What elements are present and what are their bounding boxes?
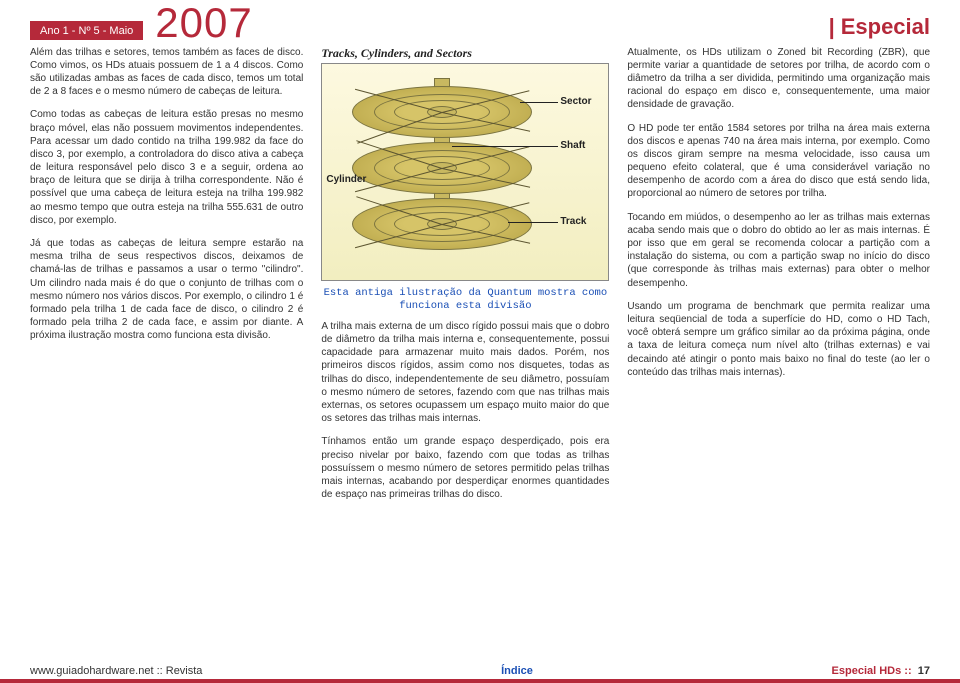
issue-tab: Ano 1 - Nº 5 - Maio bbox=[30, 21, 143, 40]
footer-indice-link[interactable]: Índice bbox=[202, 665, 831, 677]
year-label: 2007 bbox=[155, 6, 252, 40]
figure-caption: Esta antiga ilustração da Quantum mostra… bbox=[321, 287, 609, 314]
column-right: Atualmente, os HDs utilizam o Zoned bit … bbox=[627, 46, 930, 512]
footer-site: www.guiadohardware.net :: Revista bbox=[30, 665, 202, 677]
section-title: |Especial bbox=[829, 14, 930, 40]
page-header: Ano 1 - Nº 5 - Maio 2007 |Especial bbox=[0, 0, 960, 42]
column-left: Além das trilhas e setores, temos também… bbox=[30, 46, 303, 512]
pointer-line bbox=[508, 222, 558, 223]
footer-page-number-value: 17 bbox=[918, 665, 930, 677]
paragraph: Atualmente, os HDs utilizam o Zoned bit … bbox=[627, 46, 930, 112]
paragraph: Usando um programa de benchmark que perm… bbox=[627, 300, 930, 379]
footer-section-label: Especial HDs :: bbox=[832, 665, 912, 677]
paragraph: Tocando em miúdos, o desempenho ao ler a… bbox=[627, 211, 930, 290]
paragraph: Tínhamos então um grande espaço desperdi… bbox=[321, 435, 609, 501]
label-shaft: Shaft bbox=[560, 140, 585, 151]
paragraph: Além das trilhas e setores, temos também… bbox=[30, 46, 303, 99]
figure-title: Tracks, Cylinders, and Sectors bbox=[321, 46, 609, 61]
footer-section: Especial HDs :: 17 bbox=[832, 665, 930, 677]
paragraph: O HD pode ter então 1584 setores por tri… bbox=[627, 122, 930, 201]
section-title-text: Especial bbox=[841, 14, 930, 39]
paragraph: Como todas as cabeças de leitura estão p… bbox=[30, 108, 303, 227]
pointer-line bbox=[520, 102, 558, 103]
paragraph: A trilha mais externa de um disco rígido… bbox=[321, 320, 609, 426]
column-middle: Tracks, Cylinders, and Sectors bbox=[321, 46, 609, 512]
label-cylinder: Cylinder bbox=[326, 174, 366, 185]
content-area: Além das trilhas e setores, temos também… bbox=[0, 42, 960, 512]
page-footer: www.guiadohardware.net :: Revista Índice… bbox=[0, 661, 960, 683]
label-track: Track bbox=[560, 216, 586, 227]
figure-tracks-cylinders-sectors: Sector Shaft Cylinder Track bbox=[321, 63, 609, 281]
paragraph: Já que todas as cabeças de leitura sempr… bbox=[30, 237, 303, 343]
pointer-line bbox=[452, 146, 558, 147]
label-sector: Sector bbox=[560, 96, 591, 107]
divider-bar: | bbox=[829, 14, 835, 39]
